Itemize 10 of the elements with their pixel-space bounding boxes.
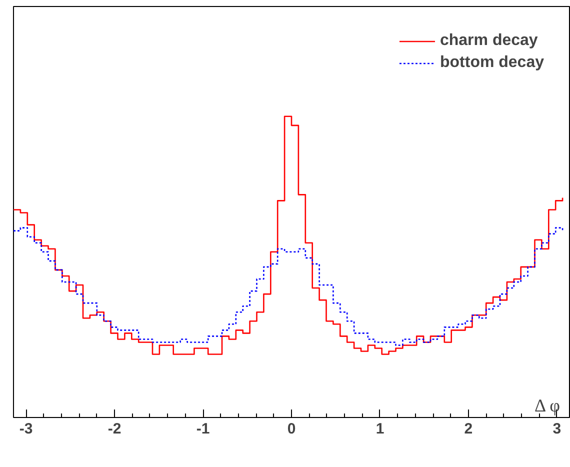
- x-tick-label: 0: [287, 420, 296, 438]
- x-tick-label: 1: [376, 420, 384, 438]
- x-axis-title: Δ φ: [534, 396, 560, 416]
- x-tick-label: -3: [19, 420, 33, 438]
- x-tick-label: 2: [464, 420, 473, 438]
- legend-label: charm decay: [440, 32, 538, 50]
- x-tick-label: 3: [552, 420, 562, 438]
- x-tick-label: -1: [196, 420, 210, 438]
- legend-label: bottom decay: [440, 54, 544, 72]
- x-tick-label: -2: [108, 420, 122, 438]
